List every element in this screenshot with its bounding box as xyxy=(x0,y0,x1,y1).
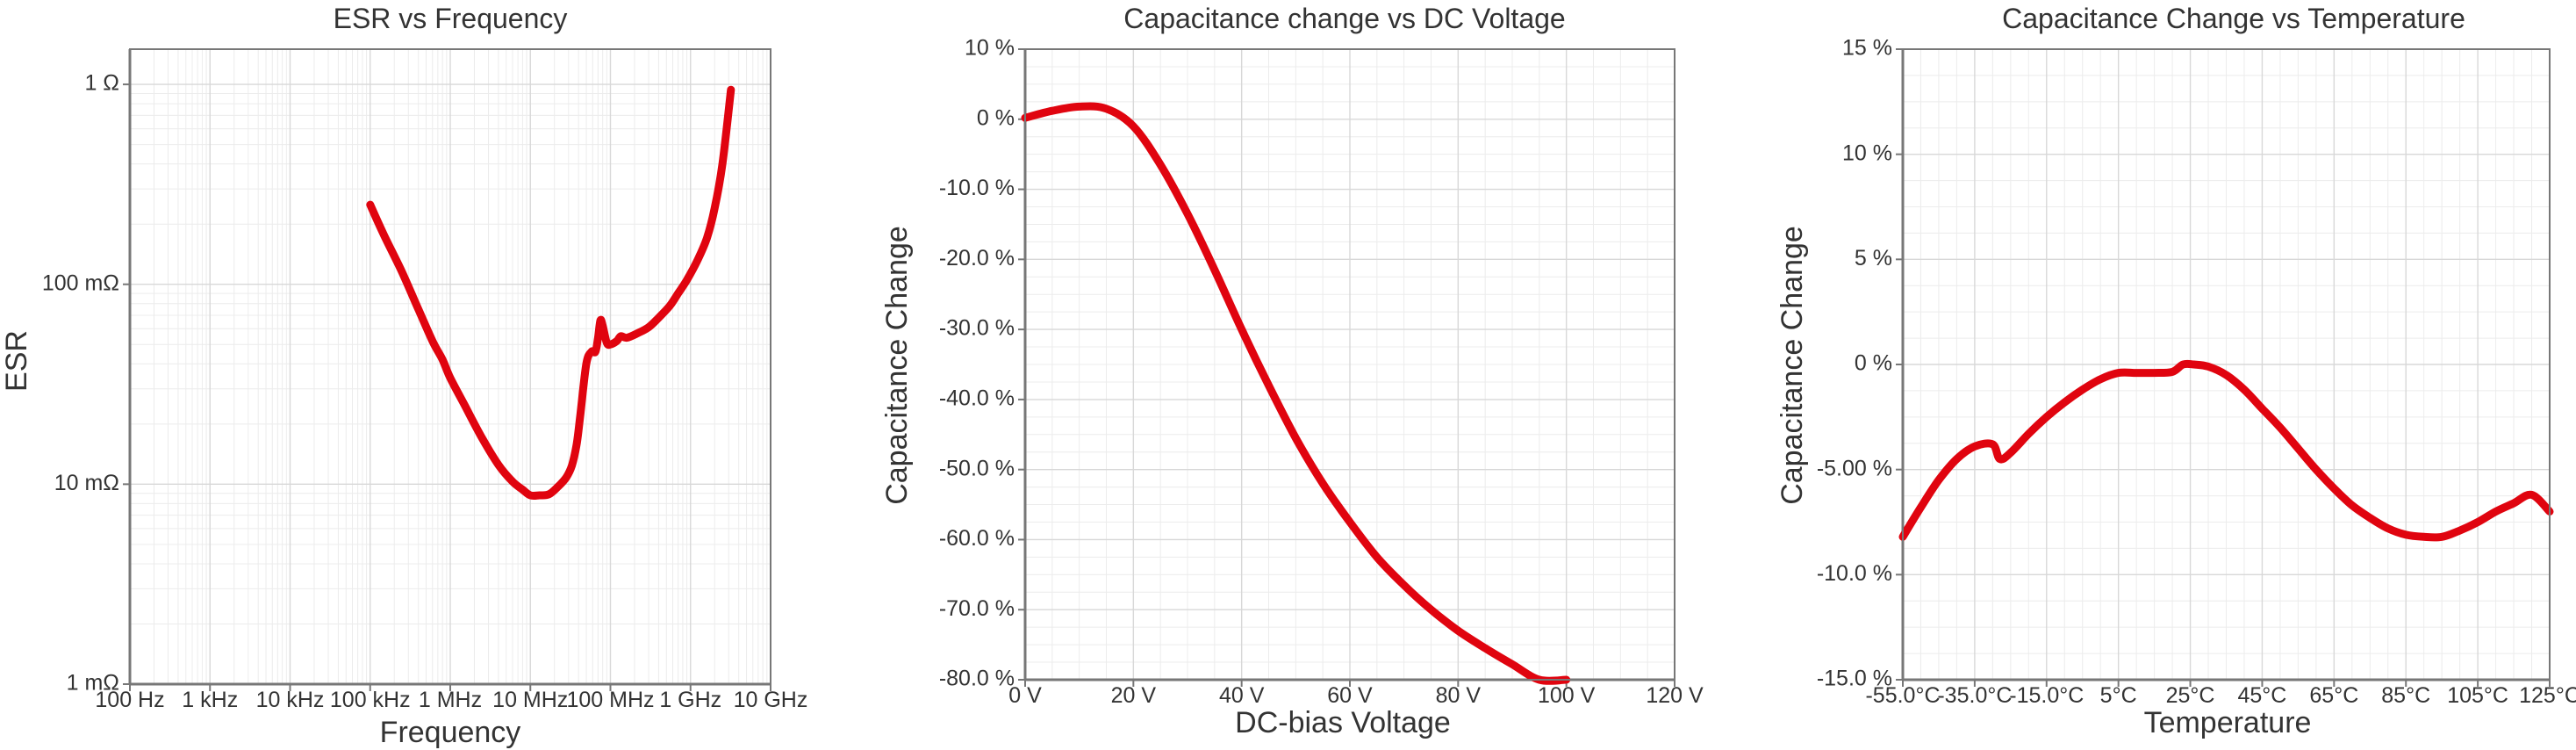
x-tick-label: 5°C xyxy=(2100,683,2137,708)
x-tick-label: 10 GHz xyxy=(734,688,808,712)
capacitance-vs-dc-voltage-chart: Capacitance change vs DC Voltage DC-bias… xyxy=(880,3,1704,739)
chart-grid xyxy=(123,49,771,691)
capacitance-vs-temperature-chart: Capacitance Change vs Temperature Temper… xyxy=(1776,3,2576,739)
data-series xyxy=(366,85,735,501)
esr-vs-frequency-chart: ESR vs Frequency Frequency ESR 100 Hz 1 k… xyxy=(0,3,807,749)
y-tick-label: -20.0 % xyxy=(939,246,1015,270)
chart-title: Capacitance Change vs Temperature xyxy=(2002,3,2465,34)
x-tick-label: 1 kHz xyxy=(182,688,238,712)
y-tick-label: -40.0 % xyxy=(939,386,1015,410)
x-tick-label: 1 MHz xyxy=(419,688,482,712)
y-tick-label: -50.0 % xyxy=(939,456,1015,480)
y-tick-label: 0 % xyxy=(977,105,1015,130)
y-tick-label: -5.00 % xyxy=(1817,456,1892,480)
x-tick-label: 80 V xyxy=(1436,683,1482,708)
x-tick-label: -35.0°C xyxy=(1937,683,2012,708)
chart-title: Capacitance change vs DC Voltage xyxy=(1123,3,1565,34)
y-tick-label: -30.0 % xyxy=(939,316,1015,341)
y-tick-label: 0 % xyxy=(1855,351,1892,376)
series-line-0 xyxy=(1021,102,1571,685)
x-tick-label: 10 kHz xyxy=(256,688,325,712)
y-tick-label: 100 mΩ xyxy=(42,270,119,295)
x-tick-label: 100 Hz xyxy=(95,688,164,712)
x-tick-label: 0 V xyxy=(1008,683,1042,708)
data-series xyxy=(1021,102,1571,685)
y-tick-label: 10 % xyxy=(1842,141,1892,165)
y-tick-label: 1 Ω xyxy=(84,71,119,96)
x-tick-label: 10 MHz xyxy=(492,688,568,712)
chart-grid xyxy=(1896,48,2551,687)
y-tick-label: -60.0 % xyxy=(939,526,1015,551)
x-tick-label: 100 MHz xyxy=(566,688,654,712)
y-tick-label: 10 % xyxy=(965,36,1015,61)
series-line-0 xyxy=(1898,359,2554,542)
x-tick-labels: 0 V 20 V 40 V 60 V 80 V 100 V 120 V xyxy=(1008,683,1704,708)
x-axis-label: Temperature xyxy=(2144,706,2312,739)
plot-frame xyxy=(1024,48,1675,681)
x-tick-label: 25°C xyxy=(2166,683,2215,708)
x-tick-label: -15.0°C xyxy=(2009,683,2084,708)
y-tick-label: -10.0 % xyxy=(939,176,1015,200)
x-tick-label: 65°C xyxy=(2309,683,2358,708)
plot-frame xyxy=(129,48,771,685)
x-tick-label: 105°C xyxy=(2447,683,2508,708)
x-axis-label: DC-bias Voltage xyxy=(1235,706,1451,739)
x-tick-label: 60 V xyxy=(1327,683,1373,708)
plot-frame xyxy=(1902,48,2551,681)
data-series xyxy=(1898,359,2554,542)
x-tick-label: 1 GHz xyxy=(659,688,721,712)
y-tick-label: -10.0 % xyxy=(1817,561,1892,586)
y-tick-labels: 1 mΩ 10 mΩ 100 mΩ 1 Ω xyxy=(42,71,119,696)
y-tick-label: 15 % xyxy=(1842,36,1892,61)
y-axis-label: ESR xyxy=(0,330,33,392)
y-tick-labels: 10 % 0 % -10.0 % -20.0 % -30.0 % -40.0 % -50.0… xyxy=(939,36,1015,691)
x-tick-label: 85°C xyxy=(2381,683,2430,708)
y-axis-label: Capacitance Change xyxy=(880,226,914,505)
y-tick-label: -80.0 % xyxy=(939,667,1015,691)
x-tick-label: 40 V xyxy=(1219,683,1265,708)
x-axis-label: Frequency xyxy=(380,716,521,749)
x-tick-label: 125°C xyxy=(2519,683,2576,708)
x-tick-label: 120 V xyxy=(1646,683,1704,708)
x-tick-label: -55.0°C xyxy=(1865,683,1940,708)
y-tick-label: -70.0 % xyxy=(939,596,1015,621)
series-line-0 xyxy=(366,85,735,501)
y-tick-label: 5 % xyxy=(1855,246,1892,270)
chart-title: ESR vs Frequency xyxy=(334,3,568,34)
chart-grid xyxy=(1018,48,1675,687)
x-tick-label: 20 V xyxy=(1111,683,1157,708)
x-tick-label: 100 kHz xyxy=(330,688,411,712)
y-axis-label: Capacitance Change xyxy=(1776,226,1809,505)
x-tick-label: 45°C xyxy=(2238,683,2287,708)
y-tick-label: 10 mΩ xyxy=(54,471,119,495)
y-tick-labels: 15 % 10 % 5 % 0 % -5.00 % -10.0 % -15.0 % xyxy=(1817,36,1892,691)
y-tick-label: 1 mΩ xyxy=(67,671,119,696)
y-tick-label: -15.0 % xyxy=(1817,667,1892,691)
x-tick-labels: -55.0°C-35.0°C-15.0°C 5°C 25°C 45°C 65°C 85°C… xyxy=(1865,683,2576,708)
x-tick-label: 100 V xyxy=(1538,683,1596,708)
